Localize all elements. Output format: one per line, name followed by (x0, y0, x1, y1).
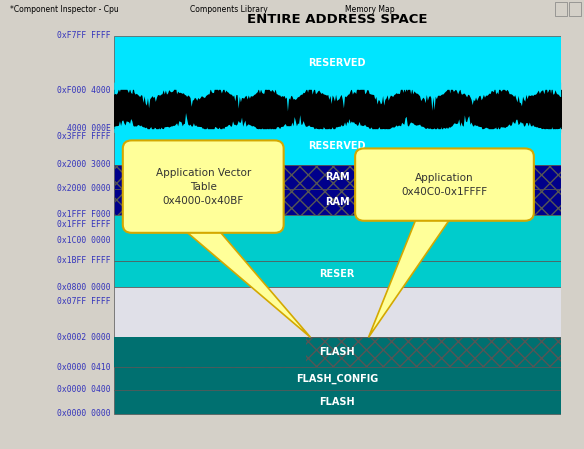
Text: 0x2000 3000: 0x2000 3000 (57, 160, 110, 169)
Text: Application
0x40C0-0x1FFFF: Application 0x40C0-0x1FFFF (401, 172, 488, 197)
Bar (114, 36, 561, 90)
Text: Memory Map: Memory Map (345, 5, 395, 14)
Text: RAM: RAM (325, 197, 350, 207)
Polygon shape (369, 213, 454, 337)
Text: 0x0000 0000: 0x0000 0000 (57, 409, 110, 418)
Text: 0xF000 4000: 0xF000 4000 (57, 86, 110, 95)
Polygon shape (178, 225, 311, 337)
Text: 0x1BFF FFFF: 0x1BFF FFFF (57, 256, 110, 265)
Text: FLASH: FLASH (319, 396, 355, 407)
Text: 0x1C00 0000: 0x1C00 0000 (57, 236, 110, 245)
Text: FLASH: FLASH (319, 348, 355, 357)
Text: 0x0000 0410: 0x0000 0410 (57, 363, 110, 372)
Bar (555, 2, 567, 16)
Bar (114, 215, 561, 261)
Bar (114, 367, 561, 390)
Bar (114, 287, 561, 337)
Bar (114, 390, 561, 414)
Text: 0x1FFF EFFF: 0x1FFF EFFF (57, 220, 110, 229)
FancyBboxPatch shape (355, 149, 534, 221)
Bar (114, 189, 561, 215)
Text: 0x2000 0000: 0x2000 0000 (57, 184, 110, 193)
Bar (114, 337, 306, 367)
Bar (114, 261, 561, 287)
Text: Application Vector
Table
0x4000-0x40BF: Application Vector Table 0x4000-0x40BF (155, 167, 251, 206)
Text: *Component Inspector - Cpu: *Component Inspector - Cpu (10, 5, 119, 14)
Bar (114, 128, 561, 164)
Text: 0x3FFF FFFF: 0x3FFF FFFF (57, 132, 110, 141)
Text: RESERVED: RESERVED (308, 58, 366, 68)
Text: 0x0800 0000: 0x0800 0000 (57, 282, 110, 291)
Text: 0x0000 0400: 0x0000 0400 (57, 385, 110, 394)
Text: FLASH_CONFIG: FLASH_CONFIG (296, 374, 378, 383)
Text: 0x1FFF F000: 0x1FFF F000 (57, 210, 110, 219)
Text: 4000 000E: 4000 000E (67, 124, 110, 133)
Text: RESERVED: RESERVED (308, 141, 366, 151)
Text: ENTIRE ADDRESS SPACE: ENTIRE ADDRESS SPACE (247, 13, 427, 26)
Text: 0x0002 0000: 0x0002 0000 (57, 333, 110, 342)
FancyBboxPatch shape (123, 141, 284, 233)
Text: 0xF7FF FFFF: 0xF7FF FFFF (57, 31, 110, 40)
Bar (114, 337, 561, 367)
Bar (569, 2, 581, 16)
Text: RAM: RAM (325, 172, 350, 181)
Bar (114, 164, 561, 189)
Text: RESER: RESER (319, 269, 355, 279)
Text: 0x07FF FFFF: 0x07FF FFFF (57, 297, 110, 306)
Text: Components Library: Components Library (190, 5, 267, 14)
